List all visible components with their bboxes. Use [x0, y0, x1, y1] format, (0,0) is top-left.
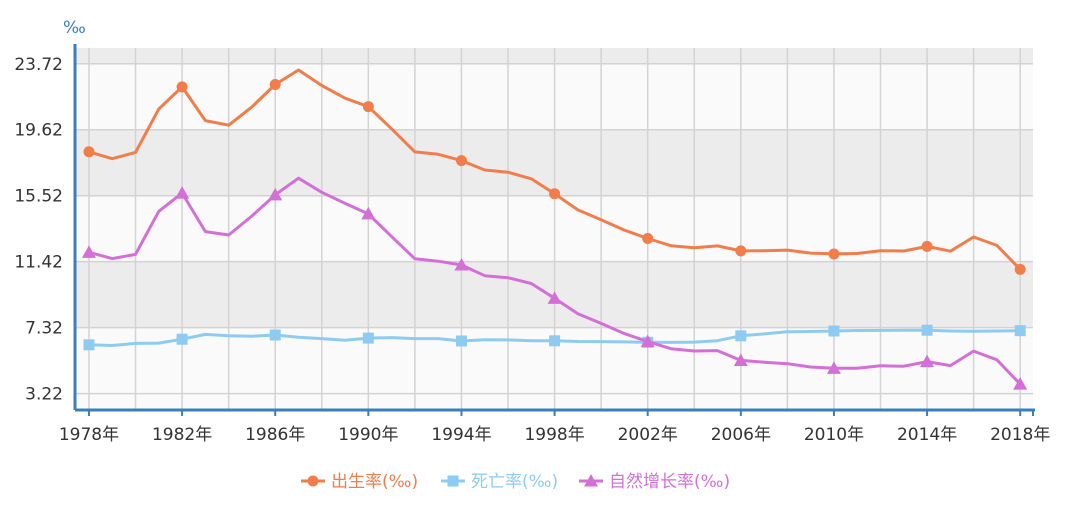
- data-point-marker: [920, 354, 935, 368]
- y-axis-unit-label: ‰: [63, 18, 86, 38]
- x-tick-label: 2002年: [618, 425, 678, 445]
- data-point-marker: [176, 81, 188, 93]
- data-point-marker: [268, 187, 283, 201]
- x-tick-label: 2018年: [990, 425, 1050, 445]
- legend-marker: [307, 475, 319, 487]
- data-point-marker: [642, 232, 654, 244]
- data-point-marker: [735, 245, 747, 257]
- y-tick-label: 7.32: [25, 319, 63, 339]
- x-tick-label: 1994年: [431, 425, 491, 445]
- y-tick-label: 15.52: [14, 187, 63, 207]
- data-point-marker: [826, 361, 841, 374]
- data-point-marker: [269, 329, 281, 341]
- data-point-marker: [455, 335, 467, 347]
- y-tick-label: 23.72: [14, 55, 63, 75]
- x-axis-tick-labels: 1978年 1982年 1986年 1990年 1994年 1998年 2002年 2006年…: [59, 425, 1050, 445]
- series-group: [81, 68, 1028, 390]
- legend: 出生率(‰) 死亡率(‰) 自然增长率(‰): [301, 472, 730, 492]
- data-point-marker: [362, 101, 374, 113]
- data-point-marker: [828, 248, 840, 260]
- data-point-marker: [175, 186, 190, 199]
- data-point-marker: [269, 79, 281, 91]
- y-tick-label: 3.22: [25, 385, 63, 405]
- data-point-marker: [828, 325, 840, 337]
- x-tick-label: 1998年: [524, 425, 584, 445]
- legend-item-2[interactable]: 自然增长率(‰): [579, 472, 730, 492]
- data-point-marker: [1014, 263, 1026, 275]
- data-point-marker: [549, 188, 561, 200]
- data-point-marker: [83, 146, 95, 158]
- legend-item-0[interactable]: 出生率(‰): [301, 472, 418, 492]
- data-point-marker: [921, 240, 933, 252]
- series-2: [81, 176, 1028, 390]
- series-0: [83, 68, 1026, 275]
- data-point-marker: [362, 332, 374, 344]
- data-point-marker: [81, 245, 96, 258]
- data-point-marker: [549, 335, 561, 347]
- data-point-marker: [176, 333, 188, 345]
- data-point-marker: [640, 334, 655, 348]
- data-point-marker: [361, 206, 376, 220]
- legend-label: 出生率(‰): [331, 472, 418, 492]
- y-tick-label: 19.62: [14, 121, 63, 141]
- data-point-marker: [921, 324, 933, 336]
- axes: [73, 44, 1035, 416]
- x-tick-label: 2006年: [711, 425, 771, 445]
- x-tick-label: 1982年: [152, 425, 212, 445]
- y-axis-tick-labels: 3.22 7.32 11.42 15.52 19.62 23.72: [14, 55, 63, 405]
- x-tick-label: 2010年: [804, 425, 864, 445]
- data-point-marker: [1014, 325, 1026, 337]
- legend-label: 自然增长率(‰): [609, 472, 730, 492]
- legend-item-1[interactable]: 死亡率(‰): [441, 472, 558, 492]
- legend-marker: [584, 474, 598, 487]
- x-tick-label: 2014年: [897, 425, 957, 445]
- data-point-marker: [455, 155, 467, 167]
- data-point-marker: [547, 291, 562, 304]
- x-tick-label: 1990年: [338, 425, 398, 445]
- data-point-marker: [733, 353, 748, 366]
- data-point-marker: [735, 330, 747, 342]
- legend-marker: [447, 475, 459, 487]
- data-point-marker: [83, 339, 95, 351]
- x-tick-label: 1978年: [59, 425, 119, 445]
- x-tick-label: 1986年: [245, 425, 305, 445]
- data-point-marker: [454, 258, 469, 271]
- data-point-marker: [1013, 377, 1028, 390]
- legend-label: 死亡率(‰): [471, 472, 558, 492]
- y-tick-label: 11.42: [14, 253, 63, 273]
